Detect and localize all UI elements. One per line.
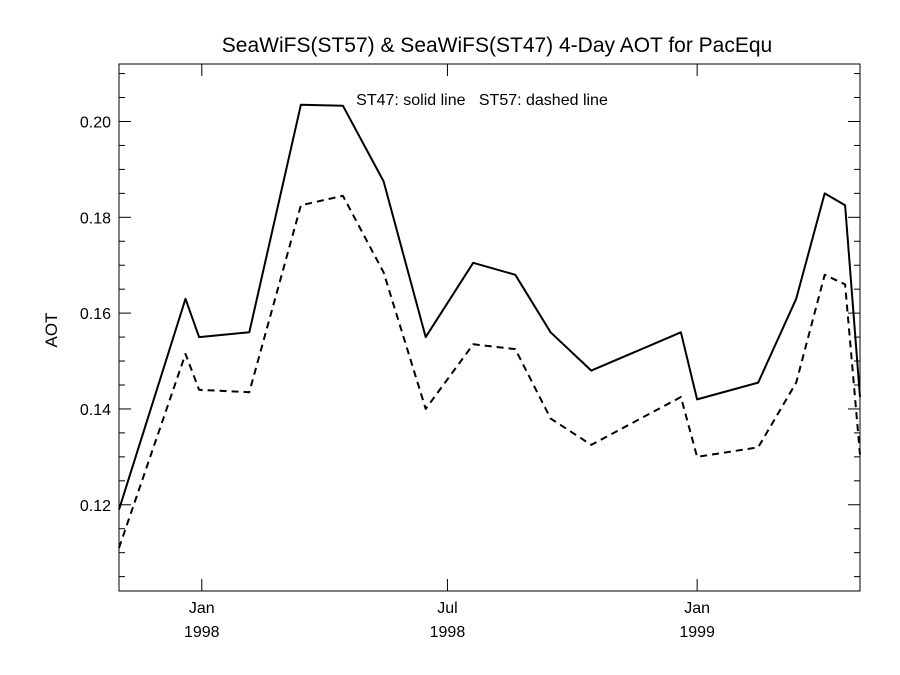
series-line-st57 — [118, 194, 861, 549]
x-tick-label-year: 1999 — [679, 624, 715, 641]
x-tick-label-month: Jul — [437, 600, 457, 617]
y-tick-label: 0.14 — [80, 402, 111, 419]
x-tick-label-month: Jan — [684, 600, 710, 617]
chart-title: SeaWiFS(ST57) & SeaWiFS(ST47) 4-Day AOT … — [222, 34, 772, 57]
plot-frame — [118, 63, 861, 592]
y-tick-label: 0.12 — [80, 498, 111, 515]
x-tick-label-year: 1998 — [184, 624, 220, 641]
y-axis-label: AOT — [42, 313, 61, 348]
x-tick-label-year: 1998 — [430, 624, 466, 641]
y-tick-label: 0.16 — [80, 306, 111, 323]
series-group — [118, 103, 861, 549]
series-line-st47 — [118, 103, 861, 510]
legend-annotation: ST47: solid line ST57: dashed line — [356, 92, 608, 109]
x-tick-label-month: Jan — [189, 600, 215, 617]
y-tick-label: 0.20 — [80, 114, 111, 131]
axis-ticks: 0.12 0.14 0.16 0.18 0.20 Jan 1998 Jul 1998 Jan 199… — [80, 64, 860, 641]
y-tick-label: 0.18 — [80, 210, 111, 227]
